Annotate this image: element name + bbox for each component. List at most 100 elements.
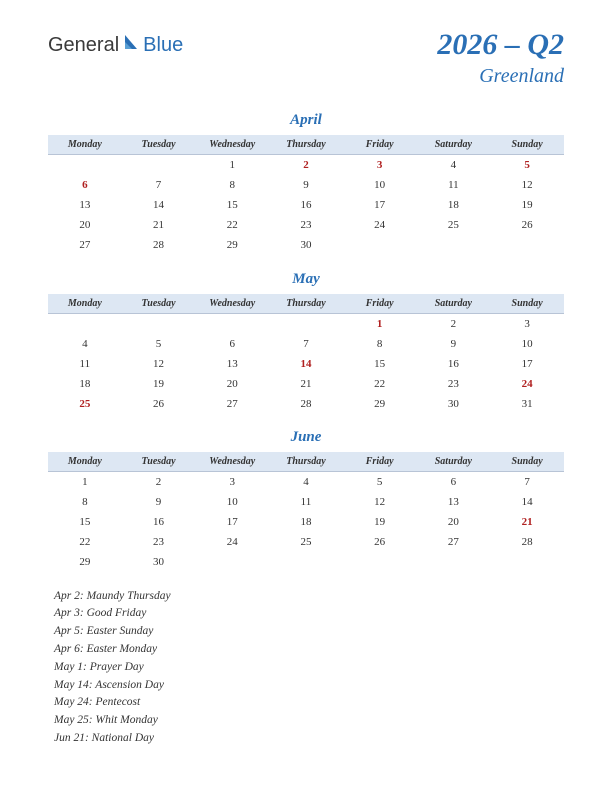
calendar-day: 3: [343, 155, 417, 175]
holiday-entry: Jun 21: National Day: [54, 730, 564, 748]
month-name: April: [48, 112, 564, 129]
calendar-day: [122, 313, 196, 333]
calendar-day: 11: [48, 353, 122, 373]
calendar-day: 13: [48, 195, 122, 215]
weekday-header: Thursday: [269, 135, 343, 155]
calendar-day: 12: [490, 175, 564, 195]
calendar-day: 29: [48, 552, 122, 572]
calendar-day: 3: [490, 313, 564, 333]
calendar-day: 31: [490, 393, 564, 413]
calendar-day: 2: [122, 472, 196, 492]
calendar-day: 14: [269, 353, 343, 373]
weekday-header: Tuesday: [122, 294, 196, 314]
calendar-day: 22: [343, 373, 417, 393]
holidays-list: Apr 2: Maundy ThursdayApr 3: Good Friday…: [48, 588, 564, 748]
calendar-day: 15: [48, 512, 122, 532]
month-block: JuneMondayTuesdayWednesdayThursdayFriday…: [48, 429, 564, 572]
calendar-day: 20: [48, 215, 122, 235]
calendar-day: 19: [490, 195, 564, 215]
calendar-day: [343, 552, 417, 572]
calendar-day: 12: [343, 492, 417, 512]
region-title: Greenland: [437, 65, 564, 88]
calendar-day: 28: [490, 532, 564, 552]
calendar-day: 19: [343, 512, 417, 532]
weekday-header: Thursday: [269, 452, 343, 472]
calendar-row: 15161718192021: [48, 512, 564, 532]
logo: General Blue: [48, 34, 183, 57]
calendar-day: 16: [417, 353, 491, 373]
calendar-row: 2930: [48, 552, 564, 572]
calendar-day: 25: [417, 215, 491, 235]
calendar-day: 8: [195, 175, 269, 195]
month-name: May: [48, 271, 564, 288]
holiday-entry: Apr 2: Maundy Thursday: [54, 588, 564, 606]
logo-sail-icon: [123, 33, 141, 56]
holiday-entry: Apr 5: Easter Sunday: [54, 623, 564, 641]
calendar-day: 27: [195, 393, 269, 413]
calendar-day: 24: [343, 215, 417, 235]
calendar-row: 18192021222324: [48, 373, 564, 393]
calendar-table: MondayTuesdayWednesdayThursdayFridaySatu…: [48, 135, 564, 255]
calendar-day: 23: [269, 215, 343, 235]
calendar-day: 5: [343, 472, 417, 492]
calendar-day: 4: [417, 155, 491, 175]
weekday-header: Wednesday: [195, 135, 269, 155]
calendar-day: 16: [122, 512, 196, 532]
title-block: 2026 – Q2 Greenland: [437, 28, 564, 88]
calendar-row: 22232425262728: [48, 532, 564, 552]
calendar-day: 1: [48, 472, 122, 492]
calendar-day: 8: [343, 333, 417, 353]
calendar-day: 25: [48, 393, 122, 413]
quarter-title: 2026 – Q2: [437, 28, 564, 61]
calendar-day: 18: [417, 195, 491, 215]
calendar-day: 14: [122, 195, 196, 215]
calendar-day: [343, 235, 417, 255]
weekday-header: Thursday: [269, 294, 343, 314]
calendar-day: 28: [122, 235, 196, 255]
calendar-day: 1: [195, 155, 269, 175]
calendar-table: MondayTuesdayWednesdayThursdayFridaySatu…: [48, 294, 564, 414]
holiday-entry: Apr 6: Easter Monday: [54, 641, 564, 659]
calendar-day: 11: [269, 492, 343, 512]
calendar-day: 3: [195, 472, 269, 492]
weekday-header: Monday: [48, 294, 122, 314]
holiday-entry: May 25: Whit Monday: [54, 712, 564, 730]
calendar-day: 20: [195, 373, 269, 393]
calendar-day: 9: [417, 333, 491, 353]
weekday-header: Friday: [343, 452, 417, 472]
weekday-header: Sunday: [490, 452, 564, 472]
calendar-day: 1: [343, 313, 417, 333]
month-block: May MondayTuesdayWednesdayThursdayFridayS…: [48, 271, 564, 414]
calendar-day: 10: [490, 333, 564, 353]
calendar-day: 26: [490, 215, 564, 235]
calendar-day: 15: [343, 353, 417, 373]
calendar-day: 7: [490, 472, 564, 492]
calendar-day: 29: [195, 235, 269, 255]
calendar-day: 9: [122, 492, 196, 512]
calendar-row: 13141516171819: [48, 195, 564, 215]
weekday-header: Wednesday: [195, 294, 269, 314]
calendar-day: 6: [48, 175, 122, 195]
calendar-day: 25: [269, 532, 343, 552]
calendar-day: 15: [195, 195, 269, 215]
calendar-day: 5: [490, 155, 564, 175]
calendar-day: [490, 552, 564, 572]
calendar-day: 29: [343, 393, 417, 413]
calendar-day: [195, 313, 269, 333]
calendar-day: 2: [269, 155, 343, 175]
calendar-day: 24: [490, 373, 564, 393]
calendar-day: 17: [490, 353, 564, 373]
calendar-day: 21: [269, 373, 343, 393]
calendar-day: 10: [343, 175, 417, 195]
calendar-day: 27: [48, 235, 122, 255]
calendar-day: 17: [195, 512, 269, 532]
calendar-day: 26: [122, 393, 196, 413]
holiday-entry: May 24: Pentecost: [54, 694, 564, 712]
calendar-day: 6: [195, 333, 269, 353]
weekday-header: Saturday: [417, 294, 491, 314]
calendar-day: [490, 235, 564, 255]
weekday-header: Friday: [343, 294, 417, 314]
calendar-day: 7: [122, 175, 196, 195]
calendar-day: 13: [195, 353, 269, 373]
calendar-day: 22: [195, 215, 269, 235]
